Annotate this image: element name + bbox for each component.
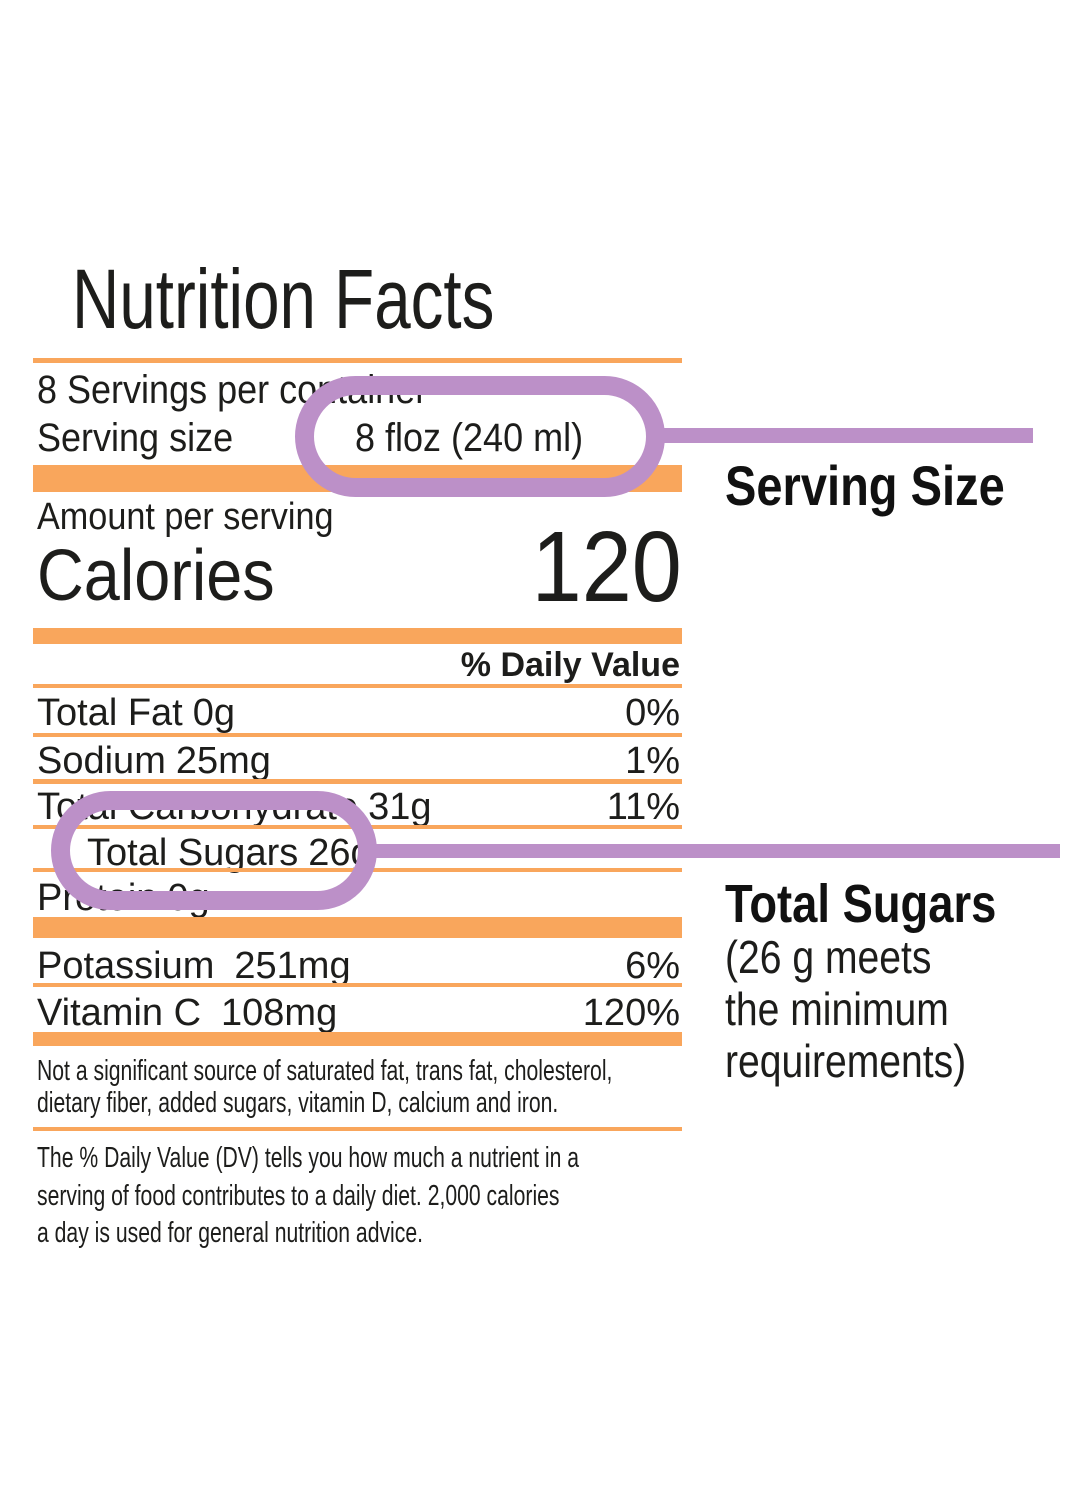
- nutrient-amount: 251mg: [234, 945, 351, 987]
- serving-size-callout-heading: Serving Size: [725, 454, 1005, 517]
- serving-size-value: 8 floz (240 ml): [355, 416, 584, 460]
- nutrient-dv: 6%: [625, 945, 680, 987]
- total-sugars-callout-line: [370, 844, 1060, 858]
- nutrient-amount: 31g: [368, 786, 432, 828]
- calories-value: 120: [531, 511, 682, 623]
- divider-hairline-3: [33, 779, 682, 784]
- note-line: Not a significant source of saturated fa…: [37, 1055, 613, 1087]
- row-total-fat: Total Fat 0g 0%: [33, 691, 682, 735]
- total-sugars-callout-heading: Total Sugars: [725, 874, 997, 934]
- caption-line: (26 g meets: [725, 931, 932, 983]
- nutrient-dv: 0%: [625, 692, 680, 734]
- divider-hairline-6: [33, 983, 682, 987]
- nutrient-name: Sodium: [37, 740, 166, 782]
- nutrient-name: Total Fat: [37, 692, 183, 734]
- footnote-line: serving of food contributes to a daily d…: [37, 1179, 560, 1212]
- divider-top: [33, 358, 682, 363]
- daily-value-header: % Daily Value: [460, 646, 680, 684]
- calories-label: Calories: [37, 536, 275, 616]
- serving-size-callout-line: [655, 428, 1033, 443]
- divider-hairline-2: [33, 733, 682, 737]
- row-sodium: Sodium 25mg 1%: [33, 739, 682, 783]
- divider-thick-2: [33, 917, 682, 938]
- daily-value-footnote: The % Daily Value (DV) tells you how muc…: [37, 1140, 780, 1253]
- nutrient-amount: 25mg: [175, 740, 271, 782]
- nutrient-dv: 120%: [582, 992, 680, 1034]
- caption-line: the minimum: [725, 983, 949, 1035]
- footnote-line: The % Daily Value (DV) tells you how muc…: [37, 1142, 580, 1174]
- footnote-line: a day is used for general nutrition advi…: [37, 1217, 423, 1249]
- note-line: dietary fiber, added sugars, vitamin D, …: [37, 1087, 559, 1119]
- label-title: Nutrition Facts: [72, 255, 614, 343]
- amount-per-serving: Amount per serving: [37, 496, 334, 538]
- nutrient-amount: 108mg: [221, 992, 338, 1034]
- not-significant-note: Not a significant source of saturated fa…: [37, 1055, 825, 1119]
- total-sugars-highlight-oval: [51, 791, 377, 910]
- nutrient-dv: 1%: [625, 740, 680, 782]
- serving-size-highlight-oval: [295, 376, 665, 497]
- divider-medium-1: [33, 628, 682, 644]
- total-sugars-callout-caption: (26 g meets the minimum requirements): [725, 931, 1009, 1087]
- serving-size-label: Serving size: [37, 416, 234, 460]
- row-potassium: Potassium 251mg 6%: [33, 944, 682, 988]
- row-vitamin-c: Vitamin C 108mg 120%: [33, 991, 682, 1035]
- divider-hairline-7: [33, 1127, 682, 1131]
- caption-line: requirements): [725, 1035, 967, 1087]
- divider-hairline-1: [33, 684, 682, 688]
- nutrient-name: Total Sugars: [87, 832, 299, 874]
- nutrient-amount: 0g: [192, 692, 236, 734]
- nutrient-name: Potassium: [37, 945, 215, 987]
- nutrient-dv: 11%: [606, 786, 680, 828]
- divider-medium-2: [33, 1032, 682, 1046]
- label-title-text: Nutrition Facts: [72, 252, 495, 346]
- nutrient-name: Vitamin C: [37, 992, 202, 1034]
